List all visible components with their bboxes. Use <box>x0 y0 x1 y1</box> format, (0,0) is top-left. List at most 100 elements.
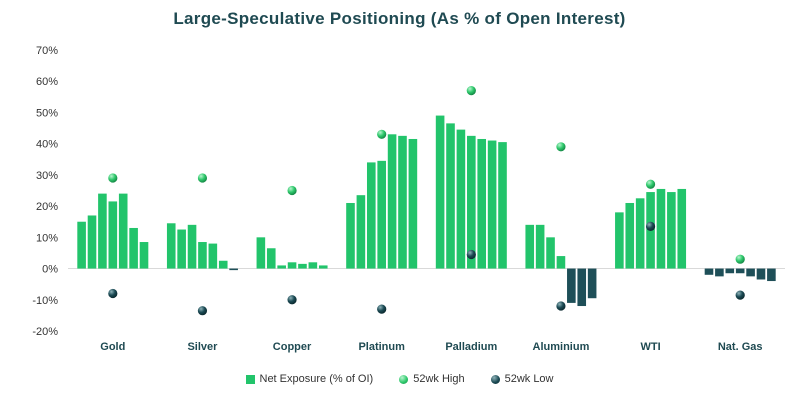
bar-net-exposure <box>398 135 407 269</box>
y-tick-label: 60% <box>36 76 58 88</box>
bar-net-exposure <box>377 160 386 269</box>
marker-52wk-low <box>556 301 566 311</box>
marker-52wk-high <box>556 142 566 152</box>
chart-legend: Net Exposure (% of OI) 52wk High 52wk Lo… <box>0 373 799 385</box>
bar-net-exposure <box>366 162 376 269</box>
legend-item-52wk-low: 52wk Low <box>490 373 554 385</box>
legend-swatch-52wk-low <box>490 374 500 384</box>
bar-net-exposure <box>487 140 497 269</box>
x-category-label: Nat. Gas <box>718 341 763 353</box>
bar-net-exposure <box>704 268 714 275</box>
bar-net-exposure <box>556 256 566 269</box>
marker-52wk-high <box>466 85 476 96</box>
bar-net-exposure <box>535 224 545 269</box>
marker-52wk-high <box>377 129 387 139</box>
marker-52wk-low <box>197 306 208 316</box>
bar-net-exposure <box>277 265 286 269</box>
bar-net-exposure <box>667 192 676 269</box>
bar-net-exposure <box>615 212 624 269</box>
bar-net-exposure <box>767 268 776 282</box>
y-tick-label: 70% <box>36 45 58 57</box>
chart-title: Large-Speculative Positioning (As % of O… <box>173 9 626 28</box>
bar-net-exposure <box>256 237 266 269</box>
bar-net-exposure <box>677 188 687 269</box>
bar-net-exposure <box>498 142 507 269</box>
bar-net-exposure <box>467 135 476 269</box>
x-category-label: Palladium <box>445 341 497 353</box>
bar-net-exposure <box>187 224 197 269</box>
bar-net-exposure <box>746 268 755 277</box>
marker-52wk-low <box>287 295 297 305</box>
x-category-label: Silver <box>187 341 218 353</box>
bar-net-exposure <box>98 193 107 269</box>
x-category-label: Gold <box>100 341 125 353</box>
bar-net-exposure <box>166 223 176 269</box>
bar-net-exposure <box>108 201 118 269</box>
bar-net-exposure <box>229 268 238 271</box>
bar-net-exposure <box>656 188 666 269</box>
bar-net-exposure <box>456 129 466 269</box>
marker-52wk-low <box>645 221 656 232</box>
marker-52wk-low <box>466 249 476 260</box>
x-category-label: Copper <box>273 341 312 353</box>
bar-net-exposure <box>356 195 366 269</box>
legend-item-net-exposure: Net Exposure (% of OI) <box>245 373 374 385</box>
bar-net-exposure <box>577 268 587 307</box>
bar-net-exposure <box>287 262 297 269</box>
bar-net-exposure <box>198 242 207 269</box>
y-tick-label: 50% <box>36 107 58 119</box>
marker-52wk-high <box>735 254 745 264</box>
bar-net-exposure <box>87 215 97 269</box>
y-tick-label: -20% <box>32 326 58 338</box>
bar-net-exposure <box>525 224 535 269</box>
bar-net-exposure <box>298 263 307 269</box>
marker-52wk-high <box>197 173 208 183</box>
bar-net-exposure <box>477 138 487 269</box>
x-category-label: Platinum <box>358 341 405 353</box>
legend-item-52wk-high: 52wk High <box>399 373 465 385</box>
legend-label-52wk-low: 52wk Low <box>504 373 554 385</box>
marker-52wk-high <box>645 179 656 189</box>
y-tick-label: 40% <box>36 139 58 151</box>
bar-net-exposure <box>266 248 276 269</box>
x-category-label: WTI <box>640 341 660 353</box>
marker-52wk-low <box>377 304 387 314</box>
bar-net-exposure <box>118 193 128 269</box>
legend-label-52wk-high: 52wk High <box>413 373 465 385</box>
bar-net-exposure <box>387 134 397 269</box>
bar-net-exposure <box>635 198 645 269</box>
y-tick-label: 0% <box>42 264 58 276</box>
bar-net-exposure <box>567 268 576 303</box>
legend-swatch-52wk-high <box>399 374 409 384</box>
bar-net-exposure <box>346 202 355 269</box>
bar-net-exposure <box>177 229 186 269</box>
bar-net-exposure <box>446 123 455 269</box>
bar-net-exposure <box>587 268 597 299</box>
x-category-label: Aluminium <box>533 341 590 353</box>
marker-52wk-low <box>735 290 745 300</box>
marker-52wk-high <box>287 185 297 196</box>
bar-net-exposure <box>435 115 445 269</box>
bar-net-exposure <box>308 262 318 269</box>
bar-net-exposure <box>318 265 328 269</box>
bar-net-exposure <box>725 268 735 274</box>
legend-label-net-exposure: Net Exposure (% of OI) <box>259 373 374 385</box>
bar-net-exposure <box>756 268 766 280</box>
bar-net-exposure <box>625 202 635 269</box>
bar-net-exposure <box>77 221 86 269</box>
legend-swatch-net-exposure <box>245 374 255 384</box>
marker-52wk-low <box>108 288 118 299</box>
bar-net-exposure <box>139 242 149 269</box>
bar-net-exposure <box>208 243 218 269</box>
bar-net-exposure <box>546 237 555 269</box>
y-tick-label: 10% <box>36 232 58 244</box>
bar-net-exposure <box>408 138 418 269</box>
y-tick-label: -10% <box>32 295 58 307</box>
bar-net-exposure <box>715 268 724 277</box>
marker-52wk-high <box>108 173 118 183</box>
bar-net-exposure <box>735 268 745 274</box>
y-tick-label: 20% <box>36 201 58 213</box>
bar-net-exposure <box>129 227 138 269</box>
y-tick-label: 30% <box>36 170 58 182</box>
